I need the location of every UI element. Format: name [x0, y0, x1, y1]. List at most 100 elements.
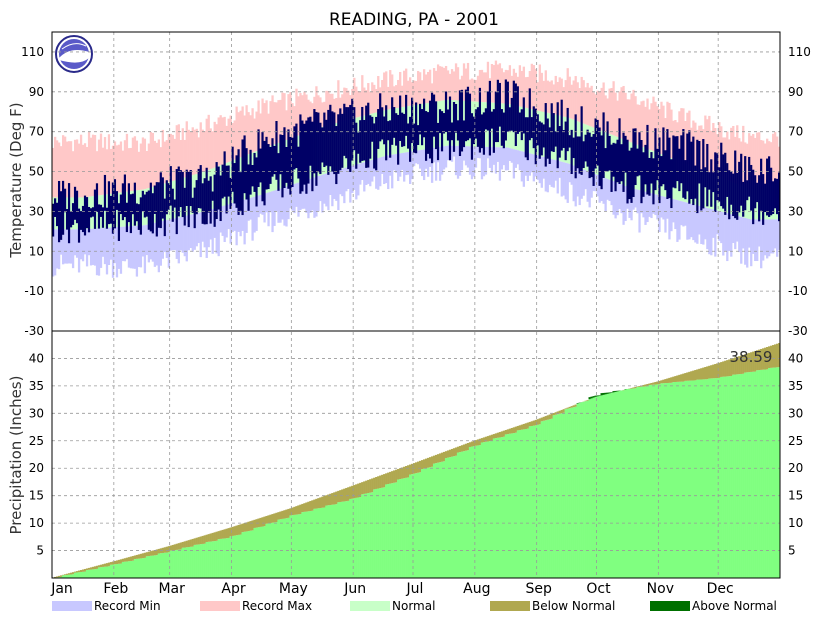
annual-total-label: 38.59 — [730, 348, 773, 366]
record-max-bar — [157, 139, 161, 186]
actual-temp-bar — [566, 107, 569, 152]
record-min-bar — [648, 192, 651, 217]
record-min-bar — [680, 201, 683, 226]
record-min-bar — [381, 156, 384, 175]
precip-fill-bar — [279, 519, 282, 578]
precip-fill-bar — [209, 541, 212, 578]
record-min-bar — [225, 204, 228, 238]
record-min-bar — [293, 183, 296, 214]
precip-fill-bar — [231, 535, 234, 578]
precip-fill-bar — [774, 367, 777, 578]
actual-temp-bar — [544, 103, 547, 167]
precip-fill-bar — [405, 477, 408, 578]
record-min-bar — [351, 165, 354, 193]
record-max-bar — [646, 98, 649, 149]
precip-fill-bar — [546, 419, 549, 578]
actual-temp-bar — [393, 107, 396, 138]
record-max-bar — [265, 100, 268, 148]
below-normal-bar — [181, 541, 184, 548]
record-min-bar — [71, 229, 75, 269]
actual-temp-bar — [678, 148, 681, 192]
actual-temp-bar — [165, 180, 168, 215]
actual-temp-bar — [452, 101, 456, 152]
actual-temp-bar — [672, 135, 675, 188]
below-normal-bar — [89, 567, 93, 570]
below-normal-bar — [313, 499, 316, 509]
record-max-bar — [357, 90, 360, 118]
record-min-bar — [297, 182, 300, 217]
record-min-bar — [211, 209, 214, 254]
record-max-bar — [381, 80, 384, 111]
precip-fill-bar — [640, 386, 643, 578]
record-max-bar — [464, 68, 468, 101]
below-normal-bar — [201, 535, 204, 544]
actual-temp-bar — [309, 116, 312, 166]
record-min-bar — [319, 175, 322, 202]
record-min-bar — [233, 202, 236, 231]
below-normal-bar — [752, 351, 755, 372]
record-min-bar — [550, 159, 553, 187]
below-normal-bar — [163, 547, 166, 553]
record-max-bar — [191, 127, 194, 176]
actual-temp-bar — [438, 109, 442, 134]
precip-fill-bar — [538, 424, 541, 578]
below-normal-bar — [720, 362, 723, 377]
record-min-bar — [494, 147, 498, 174]
record-max-bar — [321, 102, 324, 128]
below-normal-bar — [285, 509, 288, 519]
record-min-bar — [115, 227, 119, 278]
record-max-bar — [301, 95, 304, 135]
precip-fill-bar — [127, 561, 131, 578]
above-normal-bar — [588, 397, 591, 400]
below-normal-bar — [672, 376, 675, 383]
actual-temp-bar — [730, 171, 733, 205]
record-min-bar — [175, 217, 178, 259]
record-max-bar — [259, 113, 262, 150]
record-min-bar — [241, 200, 244, 231]
precip-fill-bar — [560, 413, 563, 578]
actual-temp-bar — [289, 136, 292, 195]
actual-temp-bar — [698, 141, 701, 184]
actual-temp-bar — [405, 94, 408, 136]
actual-temp-bar — [726, 163, 729, 197]
actual-temp-bar — [321, 127, 324, 163]
precip-fill-bar — [331, 504, 334, 578]
record-max-bar — [109, 148, 113, 194]
record-min-bar — [712, 209, 715, 238]
actual-temp-bar — [137, 204, 140, 230]
record-min-bar — [666, 197, 669, 219]
below-normal-bar — [760, 348, 763, 370]
below-normal-bar — [740, 355, 743, 374]
actual-temp-bar — [163, 198, 166, 237]
record-min-bar — [748, 218, 751, 248]
record-max-bar — [588, 87, 591, 126]
record-max-bar — [149, 131, 153, 188]
below-normal-bar — [297, 505, 300, 515]
actual-temp-bar — [512, 80, 515, 133]
record-max-bar — [550, 80, 553, 114]
actual-temp-bar — [704, 167, 707, 188]
above-normal-bar — [598, 395, 601, 396]
normal-band-bar — [746, 188, 749, 219]
record-min-bar — [409, 151, 412, 184]
precip-fill-bar — [614, 391, 617, 578]
precip-fill-bar — [496, 437, 500, 578]
below-normal-bar — [193, 538, 196, 545]
record-max-bar — [387, 86, 390, 110]
actual-temp-bar — [231, 146, 234, 192]
below-normal-bar — [566, 407, 569, 409]
record-min-bar — [77, 229, 81, 273]
actual-temp-bar — [209, 176, 212, 224]
precip-fill-bar — [588, 399, 591, 578]
record-max-bar — [79, 134, 83, 198]
precip-fill-bar — [512, 433, 516, 578]
record-min-bar — [367, 161, 370, 184]
record-min-bar — [407, 152, 410, 175]
precip-fill-bar — [752, 371, 755, 578]
record-max-bar — [227, 118, 230, 163]
actual-temp-bar — [448, 96, 452, 161]
precipitation-tick-label-right: 40 — [788, 351, 803, 365]
record-min-bar — [103, 227, 107, 265]
precip-fill-bar — [327, 505, 330, 578]
below-normal-bar — [714, 363, 717, 379]
